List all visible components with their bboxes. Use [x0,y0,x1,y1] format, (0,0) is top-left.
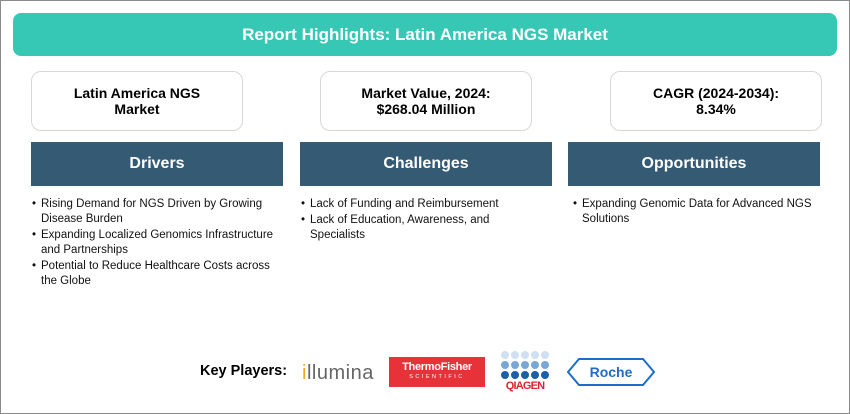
cagr-card: CAGR (2024-2034): 8.34% [610,71,822,131]
qiagen-dot [511,371,519,379]
qiagen-dot [521,371,529,379]
drivers-list: Rising Demand for NGS Driven by Growing … [31,197,281,290]
qiagen-dot [541,361,549,369]
list-item: Rising Demand for NGS Driven by Growing … [31,197,281,227]
qiagen-dot [511,361,519,369]
section-title: Challenges [383,155,469,172]
market-value-card: Market Value, 2024: $268.04 Million [320,71,532,131]
qiagen-dot [511,351,519,359]
report-title-banner: Report Highlights: Latin America NGS Mar… [13,13,837,56]
section-title: Drivers [129,155,185,172]
qiagen-dot [531,361,539,369]
qiagen-dot [501,371,509,379]
card-text: CAGR (2024-2034): 8.34% [652,85,780,117]
opportunities-header: Opportunities [568,142,820,186]
qiagen-dot [541,371,549,379]
drivers-header: Drivers [31,142,283,186]
roche-logo: Roche [566,358,656,386]
qiagen-dot [541,351,549,359]
opportunities-list: Expanding Genomic Data for Advanced NGS … [572,197,817,228]
qiagen-dot [501,351,509,359]
market-name-card: Latin America NGS Market [31,71,243,131]
qiagen-dot [531,351,539,359]
key-players-label: Key Players: [200,363,288,379]
roche-hexagon-icon [566,358,656,386]
section-title: Opportunities [641,155,747,172]
list-item: Potential to Reduce Healthcare Costs acr… [31,259,281,289]
thermo-fisher-logo: ThermoFisher SCIENTIFIC [389,357,485,387]
challenges-header: Challenges [300,142,552,186]
challenges-list: Lack of Funding and Reimbursement Lack o… [300,197,530,244]
card-text: Latin America NGS Market [73,85,201,117]
qiagen-dot [521,351,529,359]
report-title: Report Highlights: Latin America NGS Mar… [242,24,608,44]
illumina-logo: illumina [302,362,374,384]
qiagen-logo: QIAGEN [500,351,550,392]
list-item: Expanding Localized Genomics Infrastruct… [31,228,281,258]
qiagen-dot [531,371,539,379]
card-text: Market Value, 2024: $268.04 Million [361,85,491,117]
qiagen-dot [501,361,509,369]
list-item: Lack of Funding and Reimbursement [300,197,530,212]
list-item: Expanding Genomic Data for Advanced NGS … [572,197,817,227]
qiagen-dot [521,361,529,369]
list-item: Lack of Education, Awareness, and Specia… [300,213,530,243]
